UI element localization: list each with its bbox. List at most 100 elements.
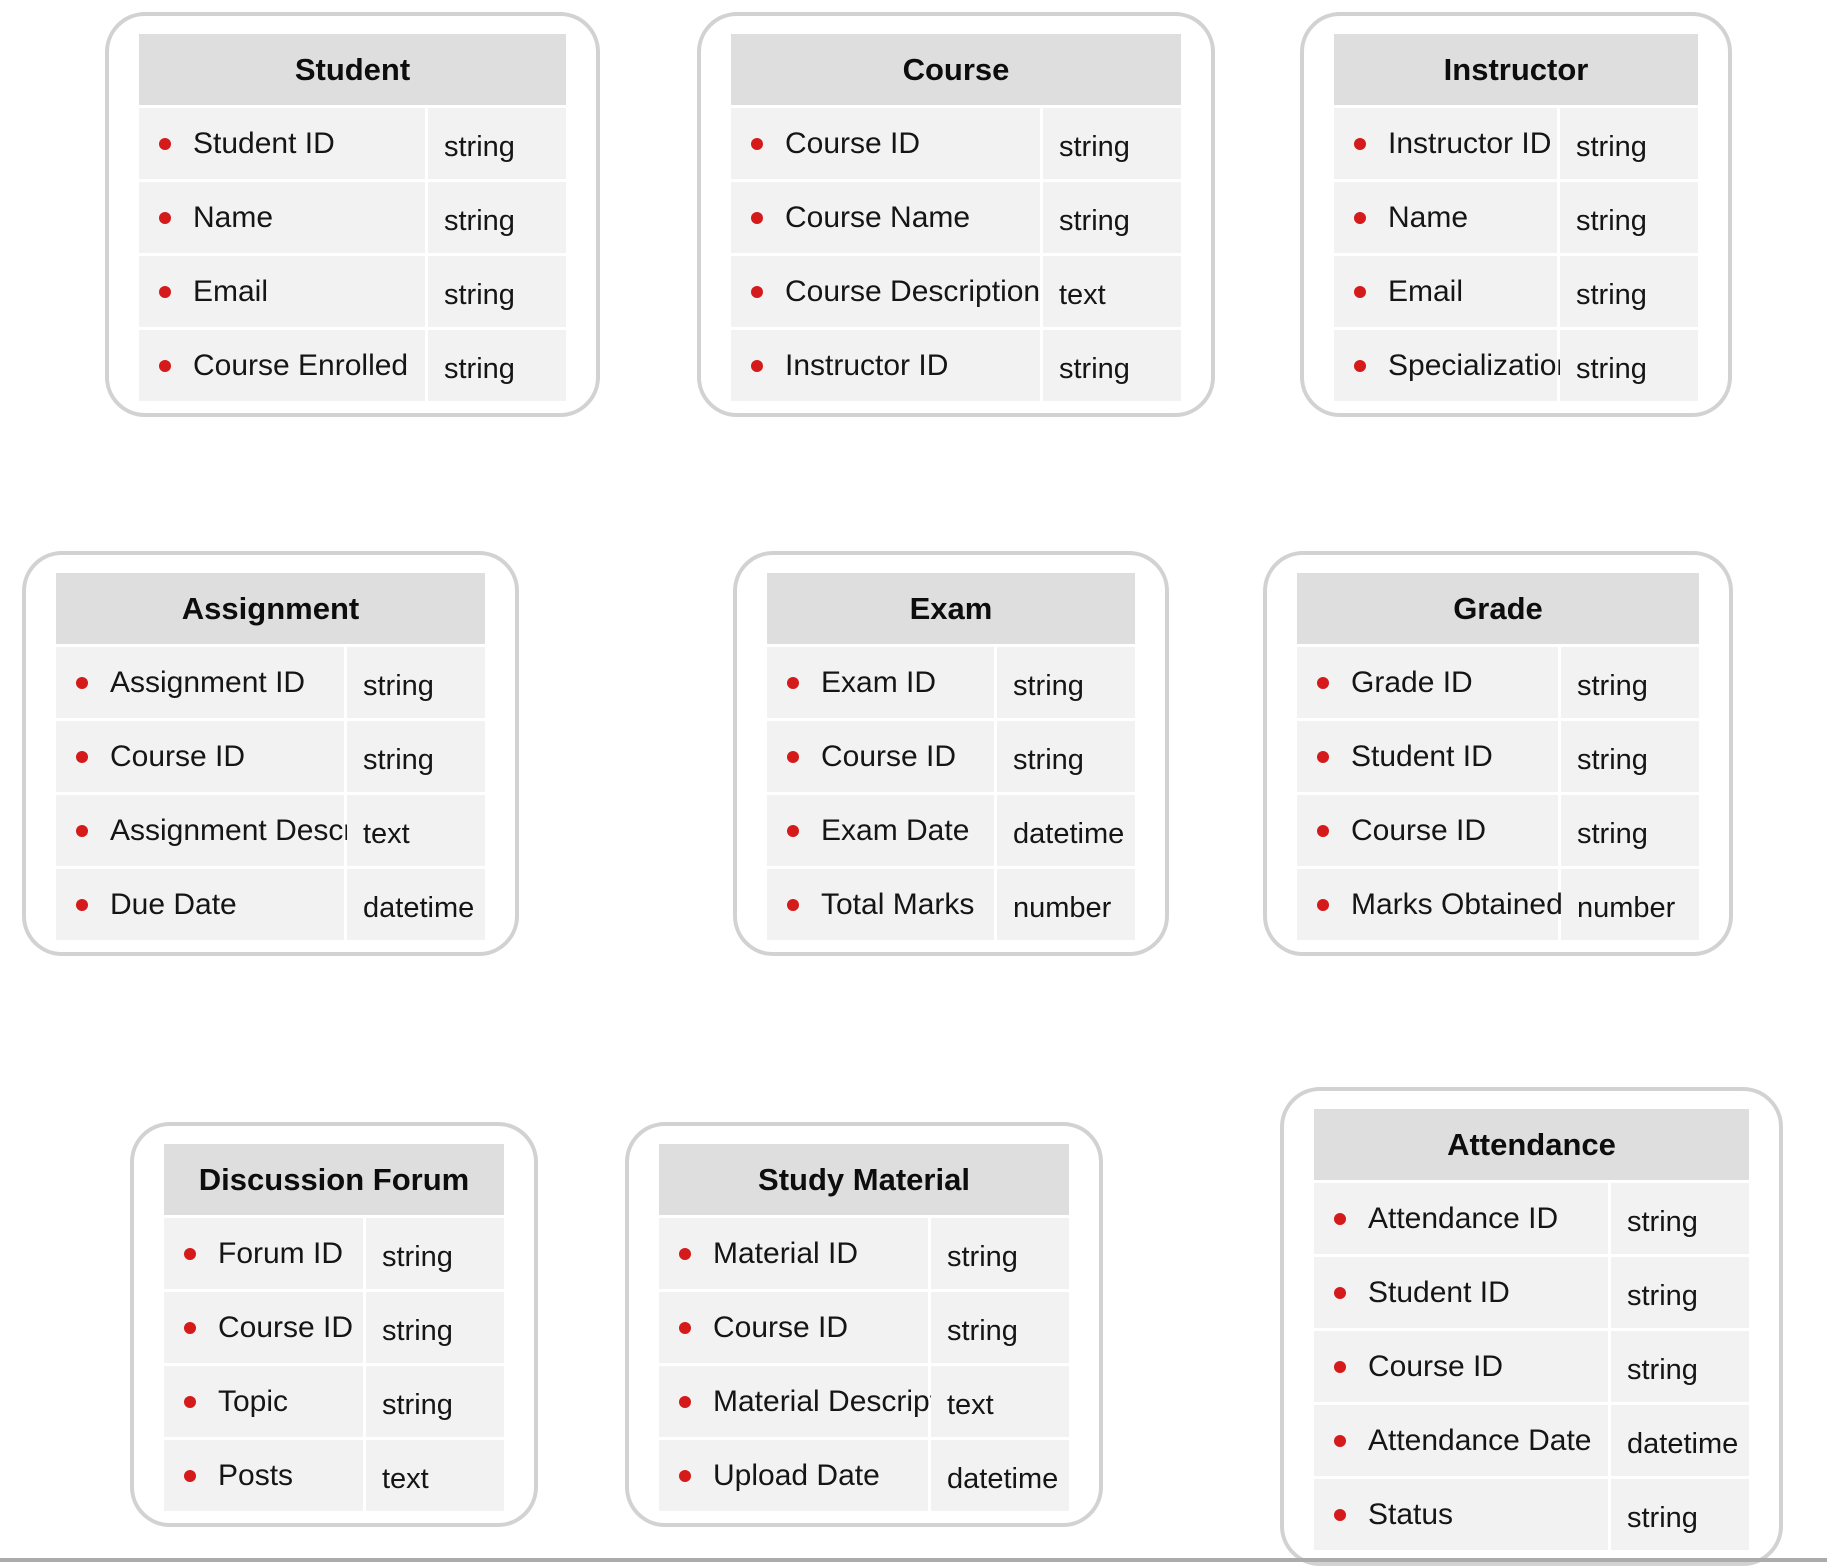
attribute-name-cell: Course Description — [731, 256, 1040, 327]
attribute-name: Forum ID — [218, 1236, 344, 1270]
attribute-name-cell: Course ID — [767, 721, 994, 792]
attribute-row: Course ID string — [659, 1292, 1069, 1363]
entity-assignment: Assignment Assignment ID string Course I… — [22, 551, 519, 956]
bullet-icon — [679, 1247, 691, 1260]
bullet-icon — [159, 359, 171, 372]
attribute-type: string — [428, 182, 566, 253]
attribute-name-cell: Student ID — [1314, 1257, 1608, 1328]
attribute-type: number — [997, 869, 1135, 940]
attribute-row: Course ID string — [1314, 1331, 1749, 1402]
attribute-type: string — [1043, 182, 1181, 253]
attribute-type: number — [1561, 869, 1699, 940]
attribute-type: string — [1560, 256, 1698, 327]
bullet-icon — [787, 824, 799, 837]
attribute-row: Exam ID string — [767, 647, 1135, 718]
attribute-row: Course ID string — [164, 1292, 504, 1363]
bullet-icon — [787, 676, 799, 689]
entity-table: Discussion Forum Forum ID string Course … — [164, 1144, 504, 1511]
attribute-type: string — [931, 1218, 1069, 1289]
attribute-name: Status — [1368, 1497, 1454, 1531]
attribute-type: string — [428, 108, 566, 179]
attribute-type: datetime — [931, 1440, 1069, 1511]
attribute-row: Attendance Date datetime — [1314, 1405, 1749, 1476]
bullet-icon — [1354, 211, 1366, 224]
attribute-name: Topic — [218, 1384, 289, 1418]
attribute-row: Assignment ID string — [56, 647, 485, 718]
entity-study-material: Study Material Material ID string Course… — [625, 1122, 1103, 1527]
attribute-type: datetime — [997, 795, 1135, 866]
attribute-name: Course Description — [785, 274, 1041, 308]
attribute-name: Course ID — [110, 739, 246, 773]
attribute-name-cell: Email — [139, 256, 425, 327]
attribute-type: string — [1560, 108, 1698, 179]
attribute-type: text — [347, 795, 485, 866]
attribute-name-cell: Course ID — [659, 1292, 928, 1363]
entity-table: Instructor Instructor ID string Name str… — [1334, 34, 1698, 401]
attribute-name-cell: Specialization — [1334, 330, 1573, 401]
attribute-type: string — [1043, 330, 1181, 401]
attribute-name: Name — [1388, 200, 1469, 234]
attribute-type: string — [366, 1218, 504, 1289]
attribute-name: Posts — [218, 1458, 294, 1492]
attribute-row: Marks Obtained number — [1297, 869, 1699, 940]
attribute-name-cell: Student ID — [139, 108, 425, 179]
attribute-type: string — [347, 647, 485, 718]
entity-table: Student Student ID string Name string Em… — [139, 34, 566, 401]
attribute-name-cell: Attendance Date — [1314, 1405, 1608, 1476]
attribute-row: Instructor ID string — [731, 330, 1181, 401]
attribute-name-cell: Assignment ID — [56, 647, 344, 718]
attribute-name: Attendance ID — [1368, 1201, 1559, 1235]
attribute-name-cell: Exam Date — [767, 795, 994, 866]
attribute-name-cell: Course ID — [1297, 795, 1558, 866]
attribute-name: Attendance Date — [1368, 1423, 1592, 1457]
attribute-type: string — [1561, 721, 1699, 792]
entity-exam: Exam Exam ID string Course ID string Exa… — [733, 551, 1169, 956]
attribute-row: Course ID string — [767, 721, 1135, 792]
attribute-name: Specialization — [1388, 348, 1574, 382]
attribute-name: Course ID — [1368, 1349, 1504, 1383]
attribute-name: Material ID — [713, 1236, 859, 1270]
attribute-row: Total Marks number — [767, 869, 1135, 940]
attribute-row: Course ID string — [731, 108, 1181, 179]
attribute-name-cell: Total Marks — [767, 869, 994, 940]
entity-grade: Grade Grade ID string Student ID string … — [1263, 551, 1733, 956]
attribute-name-cell: Upload Date — [659, 1440, 928, 1511]
attribute-name: Instructor ID — [785, 348, 949, 382]
attribute-name-cell: Attendance ID — [1314, 1183, 1608, 1254]
attribute-type: string — [366, 1366, 504, 1437]
bullet-icon — [787, 750, 799, 763]
attribute-name-cell: Course ID — [164, 1292, 363, 1363]
attribute-name: Total Marks — [821, 887, 975, 921]
attribute-row: Course ID string — [1297, 795, 1699, 866]
attribute-name-cell: Course Enrolled — [139, 330, 425, 401]
attribute-name: Course Name — [785, 200, 971, 234]
attribute-row: Email string — [139, 256, 566, 327]
attribute-name: Exam ID — [821, 665, 937, 699]
attribute-type: string — [1560, 182, 1698, 253]
attribute-row: Status string — [1314, 1479, 1749, 1550]
attribute-row: Specialization string — [1334, 330, 1698, 401]
attribute-row: Exam Date datetime — [767, 795, 1135, 866]
attribute-name: Course ID — [218, 1310, 354, 1344]
bullet-icon — [76, 750, 88, 763]
attribute-name-cell: Email — [1334, 256, 1557, 327]
entity-student: Student Student ID string Name string Em… — [105, 12, 600, 417]
entity-title: Study Material — [659, 1144, 1069, 1215]
attribute-type: datetime — [347, 869, 485, 940]
bullet-icon — [751, 211, 763, 224]
attribute-row: Due Date datetime — [56, 869, 485, 940]
attribute-name-cell: Course ID — [731, 108, 1040, 179]
attribute-name-cell: Instructor ID — [1334, 108, 1557, 179]
bullet-icon — [1334, 1360, 1346, 1373]
attribute-row: Upload Date datetime — [659, 1440, 1069, 1511]
entity-title: Exam — [767, 573, 1135, 644]
entity-title: Grade — [1297, 573, 1699, 644]
bullet-icon — [76, 676, 88, 689]
attribute-name: Student ID — [1351, 739, 1493, 773]
attribute-row: Forum ID string — [164, 1218, 504, 1289]
bottom-border-line — [0, 1558, 1827, 1562]
attribute-row: Course ID string — [56, 721, 485, 792]
attribute-name: Course ID — [785, 126, 921, 160]
bullet-icon — [184, 1395, 196, 1408]
bullet-icon — [184, 1469, 196, 1482]
